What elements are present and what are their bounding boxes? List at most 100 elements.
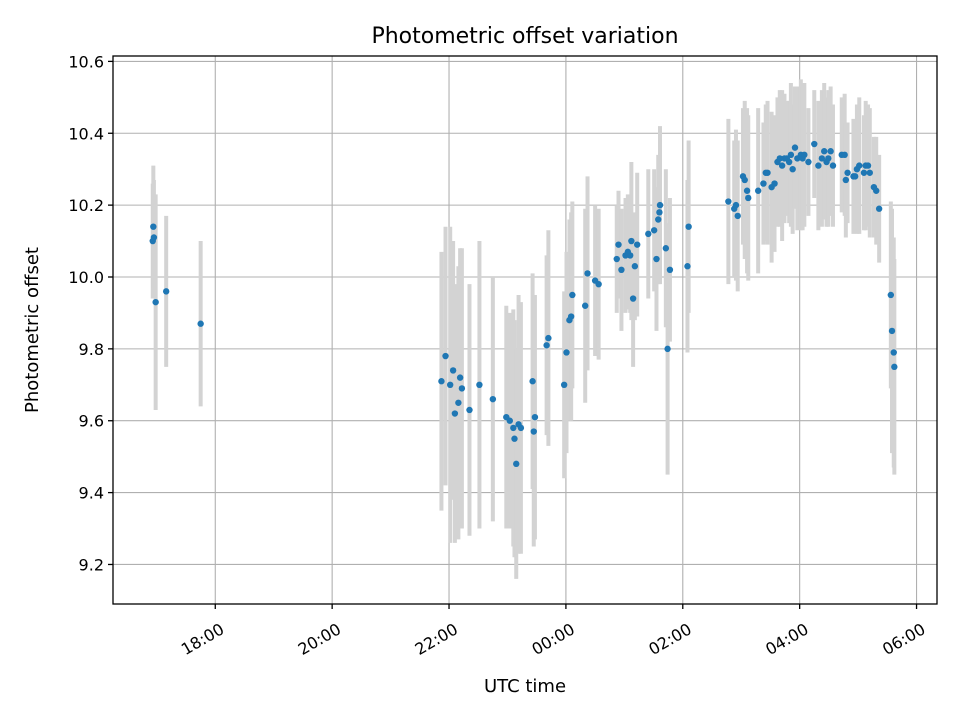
data-point [811,140,818,148]
data-point [513,460,520,468]
data-point [842,176,850,184]
data-point [805,158,812,166]
data-point [650,227,658,234]
data-point [455,399,462,406]
y-tick-label: 10.4 [68,124,104,143]
data-point [684,263,691,270]
data-point [743,187,751,194]
y-tick-label: 9.2 [79,555,104,574]
data-point [685,223,692,230]
data-point [628,237,635,245]
x-tick-label: 06:00 [879,619,928,659]
data-point [860,169,868,176]
data-point [825,155,832,162]
data-point [866,169,873,176]
data-point [787,151,795,159]
data-point [567,313,575,320]
y-tick-label: 9.8 [79,340,104,359]
data-point [466,406,473,414]
data-point [732,201,740,209]
data-point [891,363,898,371]
data-point [581,302,589,309]
data-point [851,173,859,180]
data-point [560,381,568,388]
data-point [864,162,872,169]
data-point [818,155,826,162]
data-point [656,209,663,216]
data-point [785,158,793,166]
data-point [856,162,863,169]
data-point [510,424,517,432]
data-point [645,230,652,238]
data-point [821,148,828,155]
error-bars [150,79,897,579]
data-point [745,194,752,202]
data-point [152,298,159,306]
data-point [438,378,445,385]
data-point [162,288,170,295]
y-tick-label: 10.6 [68,52,104,71]
data-point [446,381,454,388]
data-point [626,252,634,259]
data-point [530,428,537,435]
data-point [442,352,449,360]
x-tick-label: 18:00 [178,619,227,659]
data-point [595,280,602,288]
data-point [656,201,664,209]
data-point [511,435,518,442]
data-point [613,255,620,263]
data-point [506,417,514,424]
y-tick-label: 9.4 [79,484,104,503]
x-tick-label: 20:00 [295,619,344,659]
data-point [449,367,457,374]
data-point [569,291,576,299]
data-point [801,151,808,159]
data-point [666,266,674,274]
data-point [829,162,837,169]
data-point [634,241,641,248]
data-point [631,263,639,270]
data-point [458,385,466,392]
y-tick-label: 10.0 [68,268,104,287]
data-point [451,410,459,417]
data-point [653,255,660,263]
data-point [887,291,895,299]
data-point [456,374,464,381]
x-tick-label: 02:00 [645,619,694,659]
y-axis-label: Photometric offset [22,247,43,413]
data-point [531,413,539,421]
x-axis-label: UTC time [484,676,566,697]
data-point [543,342,550,349]
data-point [655,216,662,223]
data-point [875,205,883,212]
data-point [584,270,591,277]
data-point [197,320,204,327]
data-point [517,424,525,432]
data-point [760,180,767,187]
data-point [764,169,771,176]
x-tick-label: 22:00 [412,619,461,659]
y-tick-label: 10.2 [68,196,104,215]
data-point [664,345,671,353]
data-point [629,295,637,302]
data-point [776,155,783,162]
x-tick-label: 04:00 [762,619,811,659]
data-point [888,327,896,335]
data-point [150,234,158,241]
data-point [844,169,851,176]
data-point [771,180,778,187]
chart-title: Photometric offset variation [371,24,678,49]
data-point [662,245,670,252]
data-point [815,162,822,169]
data-point [791,144,799,151]
plot-frame [112,55,938,605]
data-point [778,162,786,169]
data-point [873,187,880,194]
data-point [754,187,762,194]
data-point [841,151,848,159]
data-point [150,223,157,230]
data-point [563,349,570,356]
data-point [890,349,897,356]
data-point [476,381,483,388]
